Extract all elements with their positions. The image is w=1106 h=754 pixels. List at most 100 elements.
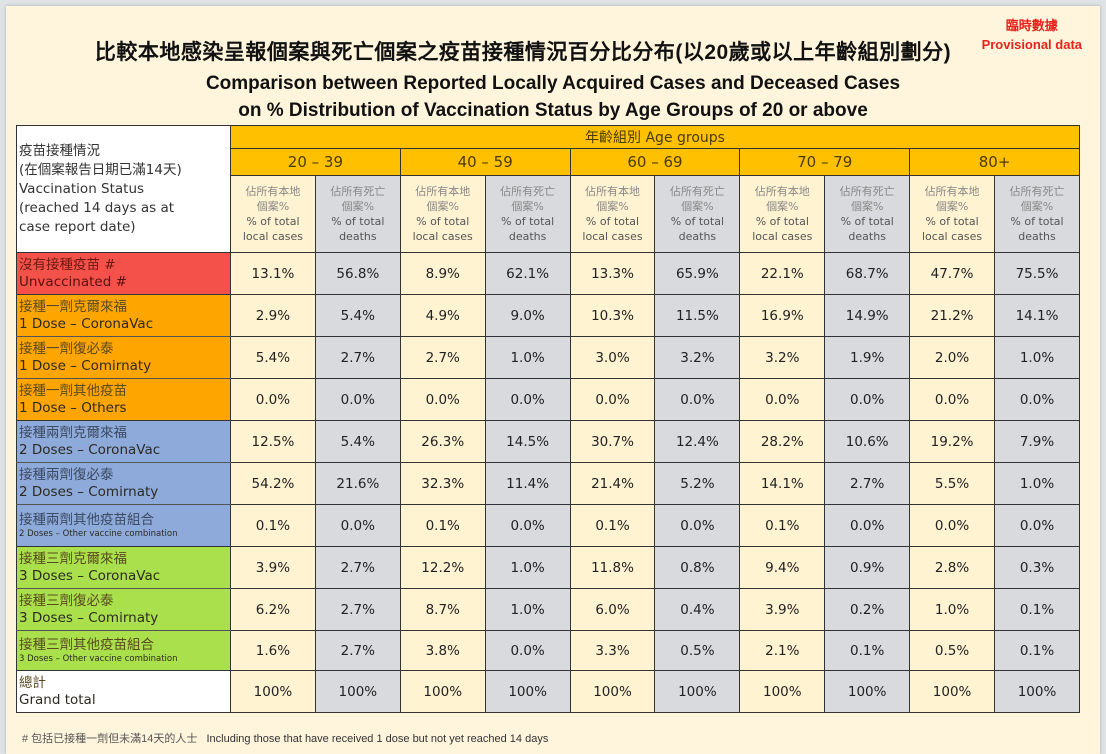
pct-deaths-cell: 2.7% [314, 336, 401, 379]
row-label-zh: 接種三劑其他疫苗組合 [19, 636, 154, 653]
sub-header-en1: % of total [925, 215, 979, 228]
table-row: 接種一劑克爾來福 1 Dose – CoronaVac 2.9% 5.4% 4.9% 9.… [16, 294, 1080, 337]
footnote-zh: # 包括已接種一劑但未滿14天的人士 [22, 733, 198, 745]
pct-local-cases-cell: 9.4% [739, 546, 826, 589]
age-group-header: 80+ [909, 148, 1080, 176]
age-groups-header: 年齡組別 Age groups [230, 125, 1080, 149]
pct-local-cases-cell: 1.6% [230, 630, 316, 671]
sub-header-en1: % of total [416, 215, 470, 228]
pct-local-cases-cell: 0.1% [569, 504, 656, 547]
pct-deaths-header: 佔所有死亡 個案% % of total deaths [654, 175, 741, 253]
pct-deaths-cell: 0.0% [994, 504, 1080, 547]
pct-deaths-cell: 62.1% [484, 252, 571, 295]
pct-deaths-cell: 100% [824, 670, 911, 713]
row-label: 接種兩劑復必泰 2 Doses – Comirnaty [16, 462, 231, 505]
sub-header-zh2: 個案% [426, 200, 459, 213]
pct-local-cases-cell: 100% [909, 670, 996, 713]
sub-header-zh2: 個案% [596, 200, 629, 213]
pct-local-cases-cell: 0.0% [739, 378, 826, 421]
pct-deaths-header: 佔所有死亡 個案% % of total deaths [314, 175, 401, 253]
pct-deaths-cell: 5.2% [654, 462, 741, 505]
pct-local-cases-cell: 100% [569, 670, 656, 713]
pct-local-cases-cell: 6.2% [230, 588, 316, 631]
pct-deaths-cell: 0.0% [484, 504, 571, 547]
pct-local-cases-cell: 0.0% [230, 378, 316, 421]
title-block: 比較本地感染呈報個案與死亡個案之疫苗接種情況百分比分布(以20歲或以上年齡組別劃… [6, 36, 1100, 124]
pct-deaths-cell: 68.7% [824, 252, 911, 295]
row-label-en: 3 Doses – CoronaVac [19, 567, 161, 584]
title-en-line1: Comparison between Reported Locally Acqu… [205, 73, 901, 94]
corner-en2: (reached 14 days as at [19, 199, 175, 216]
pct-deaths-cell: 2.7% [314, 546, 401, 589]
pct-local-cases-cell: 5.5% [909, 462, 996, 505]
sub-header-zh1: 佔所有死亡 [330, 185, 386, 198]
pct-local-cases-cell: 10.3% [569, 294, 656, 337]
table-row: 接種兩劑其他疫苗組合 2 Doses – Other vaccine combin… [16, 504, 1080, 547]
sub-header-en2: deaths [1018, 230, 1056, 243]
row-label: 接種三劑其他疫苗組合 3 Doses – Other vaccine combin… [16, 630, 231, 671]
sub-header-zh1: 佔所有本地 [245, 185, 301, 198]
pct-deaths-cell: 0.3% [994, 546, 1080, 589]
corner-en1: Vaccination Status [19, 180, 145, 197]
pct-deaths-cell: 0.2% [824, 588, 911, 631]
row-label-zh: 接種一劑復必泰 [19, 340, 114, 357]
pct-local-cases-header: 佔所有本地 個案% % of total local cases [739, 175, 826, 253]
pct-local-cases-cell: 100% [739, 670, 826, 713]
sub-header-zh1: 佔所有死亡 [500, 185, 556, 198]
corner-en3: case report date) [19, 218, 136, 235]
provisional-zh: 臨時數據 [1005, 18, 1058, 33]
table-row: 接種一劑復必泰 1 Dose – Comirnaty 5.4% 2.7% 2.7% 1.0… [16, 336, 1080, 379]
pct-deaths-cell: 1.0% [994, 462, 1080, 505]
sub-header-zh1: 佔所有本地 [415, 185, 471, 198]
sub-header-en1: % of total [755, 215, 809, 228]
row-label: 接種兩劑克爾來福 2 Doses – CoronaVac [16, 420, 231, 463]
pct-local-cases-cell: 30.7% [569, 420, 656, 463]
sub-header-zh1: 佔所有死亡 [669, 185, 725, 198]
row-label: 接種一劑其他疫苗 1 Dose – Others [16, 378, 231, 421]
row-label-en: Unvaccinated # [19, 273, 127, 290]
pct-local-cases-cell: 0.0% [909, 378, 996, 421]
footnote-en: Including those that have received 1 dos… [206, 733, 549, 745]
provisional-data-label: 臨時數據 Provisional data [982, 16, 1082, 54]
pct-local-cases-cell: 2.0% [909, 336, 996, 379]
row-label: 總計 Grand total [16, 670, 231, 713]
sub-header-zh2: 個案% [511, 200, 544, 213]
pct-deaths-cell: 0.1% [824, 630, 911, 671]
pct-local-cases-cell: 2.9% [230, 294, 316, 337]
pct-deaths-cell: 11.5% [654, 294, 741, 337]
pct-local-cases-cell: 0.0% [909, 504, 996, 547]
pct-local-cases-cell: 2.7% [399, 336, 486, 379]
pct-deaths-cell: 0.9% [824, 546, 911, 589]
pct-deaths-cell: 0.4% [654, 588, 741, 631]
sub-header-en2: deaths [508, 230, 547, 243]
pct-local-cases-cell: 4.9% [399, 294, 486, 337]
row-label-en: 3 Doses – Other vaccine combination [19, 653, 178, 664]
pct-deaths-cell: 75.5% [994, 252, 1080, 295]
vaccination-status-table: 疫苗接種情況 (在個案報告日期已滿14天) Vaccination Status… [16, 125, 1080, 713]
pct-deaths-cell: 7.9% [994, 420, 1080, 463]
pct-deaths-cell: 0.0% [484, 378, 571, 421]
row-label-zh: 總計 [19, 674, 46, 691]
row-label: 接種一劑克爾來福 1 Dose – CoronaVac [16, 294, 231, 337]
sub-header-zh2: 個案% [935, 200, 969, 213]
pct-deaths-cell: 11.4% [484, 462, 571, 505]
row-label: 接種三劑克爾來福 3 Doses – CoronaVac [16, 546, 231, 589]
title-zh: 比較本地感染呈報個案與死亡個案之疫苗接種情況百分比分布(以20歲或以上年齡組別劃… [94, 41, 952, 64]
pct-deaths-cell: 14.1% [994, 294, 1080, 337]
pct-local-cases-cell: 26.3% [399, 420, 486, 463]
sub-header-en2: local cases [752, 230, 813, 243]
pct-local-cases-cell: 3.9% [739, 588, 826, 631]
pct-deaths-cell: 1.0% [484, 546, 571, 589]
pct-local-cases-cell: 3.3% [569, 630, 656, 671]
table-row: 接種一劑其他疫苗 1 Dose – Others 0.0% 0.0% 0.0% 0.0% 0… [16, 378, 1080, 421]
row-label-zh: 接種兩劑其他疫苗組合 [19, 511, 154, 528]
row-label-zh: 接種一劑克爾來福 [19, 298, 127, 315]
pct-local-cases-cell: 21.4% [569, 462, 656, 505]
sub-header-en2: local cases [242, 230, 304, 243]
pct-local-cases-cell: 22.1% [739, 252, 826, 295]
provisional-en: Provisional data [981, 37, 1082, 52]
sub-header-en1: % of total [670, 215, 724, 228]
row-label-en: 3 Doses – Comirnaty [19, 609, 159, 626]
pct-deaths-cell: 14.9% [824, 294, 911, 337]
sub-header-zh1: 佔所有本地 [585, 185, 640, 198]
